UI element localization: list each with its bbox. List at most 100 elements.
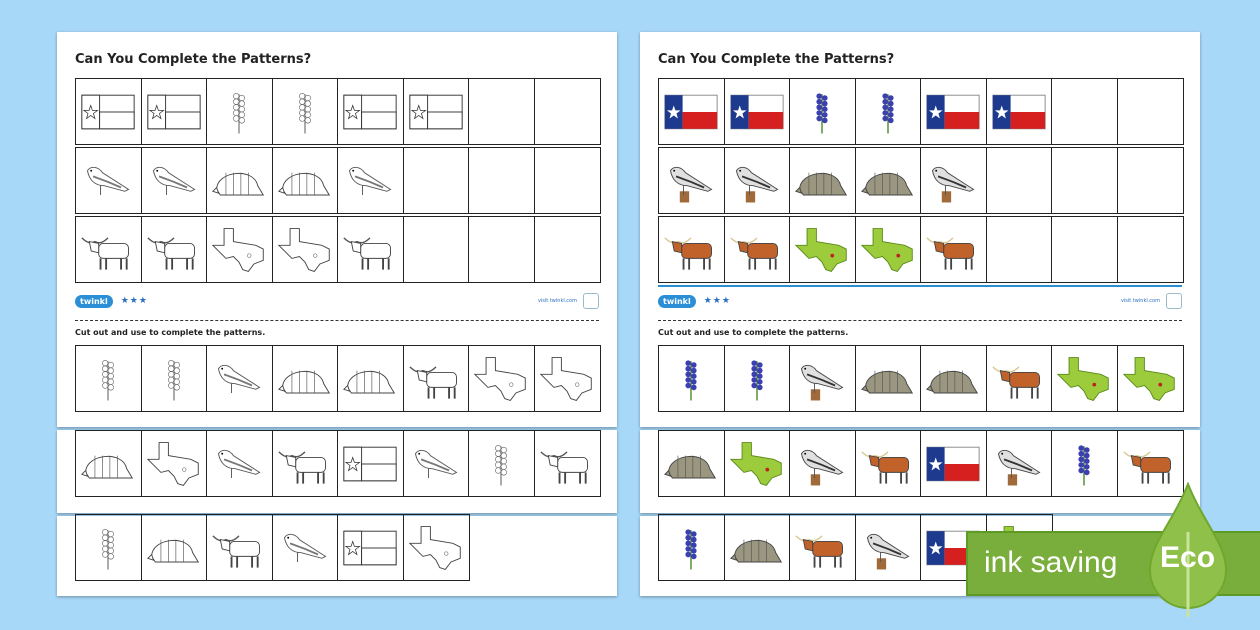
texas-flag-cell	[987, 79, 1052, 144]
mockingbird-cell	[790, 346, 856, 411]
bluebonnet-icon	[102, 359, 115, 400]
texas-map-cell	[790, 217, 856, 282]
texas-map-icon	[794, 227, 847, 272]
texas-flag-cell	[725, 79, 790, 144]
quality-badge-icon	[1166, 293, 1182, 309]
cutout-row	[658, 345, 1184, 412]
empty-cell	[469, 148, 535, 213]
armadillo-icon	[212, 172, 265, 195]
longhorn-icon	[795, 534, 844, 568]
armadillo-icon	[860, 370, 913, 393]
worksheet-title: Can You Complete the Patterns?	[658, 52, 895, 67]
longhorn-cell	[921, 217, 987, 282]
texas-map-cell	[1052, 346, 1118, 411]
difficulty-stars: ★★★	[120, 296, 148, 306]
longhorn-icon	[1123, 450, 1172, 484]
empty-cell	[535, 148, 601, 213]
texas-map-icon	[1056, 356, 1109, 401]
longhorn-icon	[147, 236, 195, 270]
mockingbird-icon	[87, 166, 130, 195]
armadillo-cell	[921, 346, 987, 411]
worksheet-footer: twinkl ★★★ visit twinkl.com	[75, 290, 599, 312]
armadillo-cell	[856, 346, 921, 411]
texas-flag-icon	[664, 94, 718, 129]
texas-map-cell	[273, 217, 338, 282]
bluebonnet-cell	[659, 515, 725, 580]
empty-cell	[1052, 217, 1118, 282]
texas-map-icon	[408, 525, 461, 570]
pattern-row	[658, 78, 1184, 145]
longhorn-cell	[142, 217, 207, 282]
texas-map-cell	[207, 217, 273, 282]
bluebonnet-icon	[685, 359, 697, 400]
empty-cell	[1052, 148, 1118, 213]
bluebonnet-cell	[76, 346, 142, 411]
armadillo-icon	[277, 172, 330, 195]
armadillo-cell	[856, 148, 921, 213]
longhorn-cell	[659, 217, 725, 282]
pattern-row	[658, 147, 1184, 214]
mockingbird-cell	[142, 148, 207, 213]
mockingbird-icon	[218, 364, 261, 393]
empty-cell	[404, 217, 469, 282]
armadillo-icon	[277, 370, 330, 393]
bluebonnet-cell	[142, 346, 207, 411]
texas-flag-icon	[343, 530, 397, 565]
armadillo-cell	[725, 515, 790, 580]
mockingbird-cell	[921, 148, 987, 213]
texas-flag-cell	[659, 79, 725, 144]
texas-flag-icon	[926, 94, 980, 129]
longhorn-icon	[343, 236, 392, 270]
texas-flag-cell	[338, 431, 404, 496]
longhorn-cell	[1118, 431, 1184, 496]
longhorn-cell	[273, 431, 338, 496]
bluebonnet-icon	[167, 359, 180, 400]
empty-cell	[1052, 79, 1118, 144]
longhorn-cell	[725, 217, 790, 282]
cut-line	[75, 320, 599, 321]
bluebonnet-cell	[1052, 431, 1118, 496]
texas-flag-cell	[921, 79, 987, 144]
twinkl-logo: twinkl	[658, 294, 696, 308]
empty-cell	[987, 217, 1052, 282]
texas-map-icon	[860, 227, 913, 272]
mockingbird-cell	[725, 148, 790, 213]
pattern-row	[658, 216, 1184, 283]
empty-cell	[1118, 148, 1184, 213]
bluebonnet-icon	[233, 92, 246, 133]
longhorn-icon	[212, 534, 261, 568]
texas-map-icon	[729, 441, 782, 486]
bluebonnet-icon	[102, 528, 115, 569]
texas-flag-icon	[343, 94, 397, 129]
mockingbird-cell	[659, 148, 725, 213]
empty-cell	[469, 79, 535, 144]
mockingbird-icon	[735, 166, 779, 202]
armadillo-icon	[146, 539, 199, 562]
bluebonnet-cell	[790, 79, 856, 144]
mockingbird-cell	[273, 515, 338, 580]
bluebonnet-cell	[273, 79, 338, 144]
texas-map-icon	[1122, 356, 1175, 401]
longhorn-icon	[409, 365, 457, 399]
texas-map-icon	[211, 227, 264, 272]
mockingbird-icon	[349, 166, 392, 195]
cut-line	[658, 320, 1182, 321]
longhorn-cell	[404, 346, 469, 411]
leaf-icon	[1148, 482, 1228, 617]
cutout-row	[658, 430, 1184, 497]
empty-cell	[535, 217, 601, 282]
mockingbird-cell	[404, 431, 469, 496]
empty-cell	[1118, 217, 1184, 282]
bluebonnet-icon	[495, 444, 508, 485]
longhorn-icon	[664, 236, 713, 270]
cutout-row	[75, 345, 601, 412]
armadillo-cell	[142, 515, 207, 580]
mockingbird-icon	[414, 449, 458, 478]
eco-label: ink saving	[984, 546, 1118, 579]
texas-flag-icon	[147, 94, 201, 129]
empty-cell	[469, 217, 535, 282]
texas-flag-cell	[338, 515, 404, 580]
longhorn-icon	[926, 236, 975, 270]
mockingbird-cell	[338, 148, 404, 213]
texas-map-cell	[856, 217, 921, 282]
